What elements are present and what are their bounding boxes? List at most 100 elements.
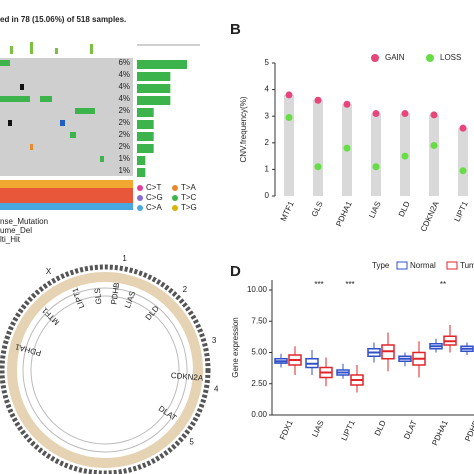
percent-label: 4% bbox=[118, 70, 130, 79]
gene-label: PDHB bbox=[109, 282, 121, 305]
y-tick-label: 5.00 bbox=[251, 348, 267, 357]
chromosome-label: X bbox=[46, 267, 52, 276]
x-tick-label: DLD bbox=[397, 200, 412, 219]
dot bbox=[343, 100, 351, 108]
x-tick-label: LIAS bbox=[367, 200, 382, 220]
y-tick-label: 0.00 bbox=[251, 410, 267, 419]
x-tick-label: PDHA1 bbox=[334, 199, 354, 227]
legend-label: C>G bbox=[146, 193, 163, 202]
percent-label: 2% bbox=[118, 130, 130, 139]
range-bar bbox=[284, 94, 294, 196]
dot bbox=[285, 114, 293, 122]
legend-swatch bbox=[137, 195, 143, 201]
significance: ** bbox=[440, 280, 446, 289]
x-tick-label: PDHB bbox=[463, 419, 474, 443]
y-tick-label: 2.50 bbox=[251, 379, 267, 388]
percent-label: 2% bbox=[118, 106, 130, 115]
legend-label: T>A bbox=[181, 183, 197, 192]
significance: *** bbox=[345, 280, 354, 289]
x-tick-label: DLD bbox=[373, 419, 388, 438]
x-tick-label: GLS bbox=[310, 200, 325, 218]
variant-legend: nse_Mutation bbox=[0, 217, 48, 226]
x-tick-label: PDHA1 bbox=[430, 418, 450, 446]
legend-swatch bbox=[426, 54, 434, 62]
legend-label: Tumo bbox=[460, 261, 474, 270]
y-tick-label: 5 bbox=[265, 58, 270, 67]
y-tick-label: 1 bbox=[265, 165, 270, 174]
bar bbox=[137, 168, 146, 177]
chromosome-label: 1 bbox=[122, 254, 127, 263]
percent-label: 4% bbox=[118, 94, 130, 103]
gene-label: CDKN2A bbox=[170, 371, 204, 383]
oncoplot-grid bbox=[0, 40, 200, 210]
legend-label: GAIN bbox=[385, 53, 405, 62]
bar bbox=[137, 72, 171, 81]
bar bbox=[137, 108, 154, 117]
dot bbox=[372, 163, 380, 171]
percent-label: 1% bbox=[118, 166, 130, 175]
y-tick-label: 2 bbox=[265, 138, 270, 147]
dot bbox=[314, 163, 322, 171]
significance: *** bbox=[314, 280, 323, 289]
chromosome-label: 2 bbox=[183, 285, 188, 294]
bar bbox=[137, 132, 154, 141]
legend-swatch bbox=[172, 195, 178, 201]
y-axis-label: CNV.frequency(%) bbox=[239, 96, 248, 162]
range-bar bbox=[458, 128, 468, 196]
legend-label: C>A bbox=[146, 203, 162, 212]
legend-label: T>G bbox=[181, 203, 197, 212]
legend-label: C>T bbox=[146, 183, 161, 192]
range-bar bbox=[429, 114, 439, 196]
dot bbox=[372, 110, 380, 118]
dot bbox=[430, 111, 438, 119]
dot bbox=[401, 152, 409, 160]
x-tick-label: LIAS bbox=[310, 419, 325, 439]
legend-swatch bbox=[172, 185, 178, 191]
legend-swatch bbox=[137, 205, 143, 211]
gene-label: LIAS bbox=[123, 290, 137, 309]
dot bbox=[459, 167, 467, 175]
range-bar bbox=[371, 113, 381, 196]
chromosome-label: 4 bbox=[214, 385, 219, 394]
gene-label: GLS bbox=[93, 288, 103, 305]
bar bbox=[137, 96, 171, 105]
title: ed in 78 (15.06%) of 518 samples. bbox=[0, 15, 126, 24]
percent-label: 2% bbox=[118, 118, 130, 127]
panel-label: B bbox=[230, 21, 241, 38]
y-tick-label: 0 bbox=[265, 191, 270, 200]
bar bbox=[137, 144, 154, 153]
variant-legend: ume_Del bbox=[0, 226, 32, 235]
gene-label: LIPT1 bbox=[70, 286, 86, 310]
bar bbox=[137, 156, 146, 165]
chromosome-label: 3 bbox=[212, 336, 217, 345]
y-tick-label: 7.50 bbox=[251, 316, 267, 325]
percent-label: 1% bbox=[118, 154, 130, 163]
legend-label: LOSS bbox=[440, 53, 461, 62]
bar bbox=[137, 84, 171, 93]
y-tick-label: 4 bbox=[265, 85, 270, 94]
dot bbox=[343, 144, 351, 152]
percent-label: 4% bbox=[118, 82, 130, 91]
x-tick-label: LIPT1 bbox=[340, 418, 357, 442]
y-tick-label: 10.00 bbox=[247, 285, 268, 294]
legend-swatch bbox=[396, 261, 408, 270]
x-tick-label: FDX1 bbox=[278, 418, 295, 441]
percent-label: 6% bbox=[118, 58, 130, 67]
range-bar bbox=[313, 100, 323, 196]
x-tick-label: CDKN2A bbox=[419, 199, 441, 233]
dot bbox=[459, 124, 467, 132]
dot bbox=[401, 110, 409, 118]
panel-label: D bbox=[230, 263, 241, 280]
legend-swatch bbox=[172, 205, 178, 211]
x-tick-label: MTF1 bbox=[279, 199, 296, 222]
chromosome-label: 5 bbox=[189, 438, 194, 447]
y-tick-label: 3 bbox=[265, 111, 270, 120]
legend-swatch bbox=[137, 185, 143, 191]
bar bbox=[137, 60, 187, 69]
variant-legend: lti_Hit bbox=[0, 235, 21, 244]
legend-label: T>C bbox=[181, 193, 197, 202]
legend-title: Type bbox=[372, 261, 390, 270]
legend-label: Normal bbox=[410, 261, 436, 270]
